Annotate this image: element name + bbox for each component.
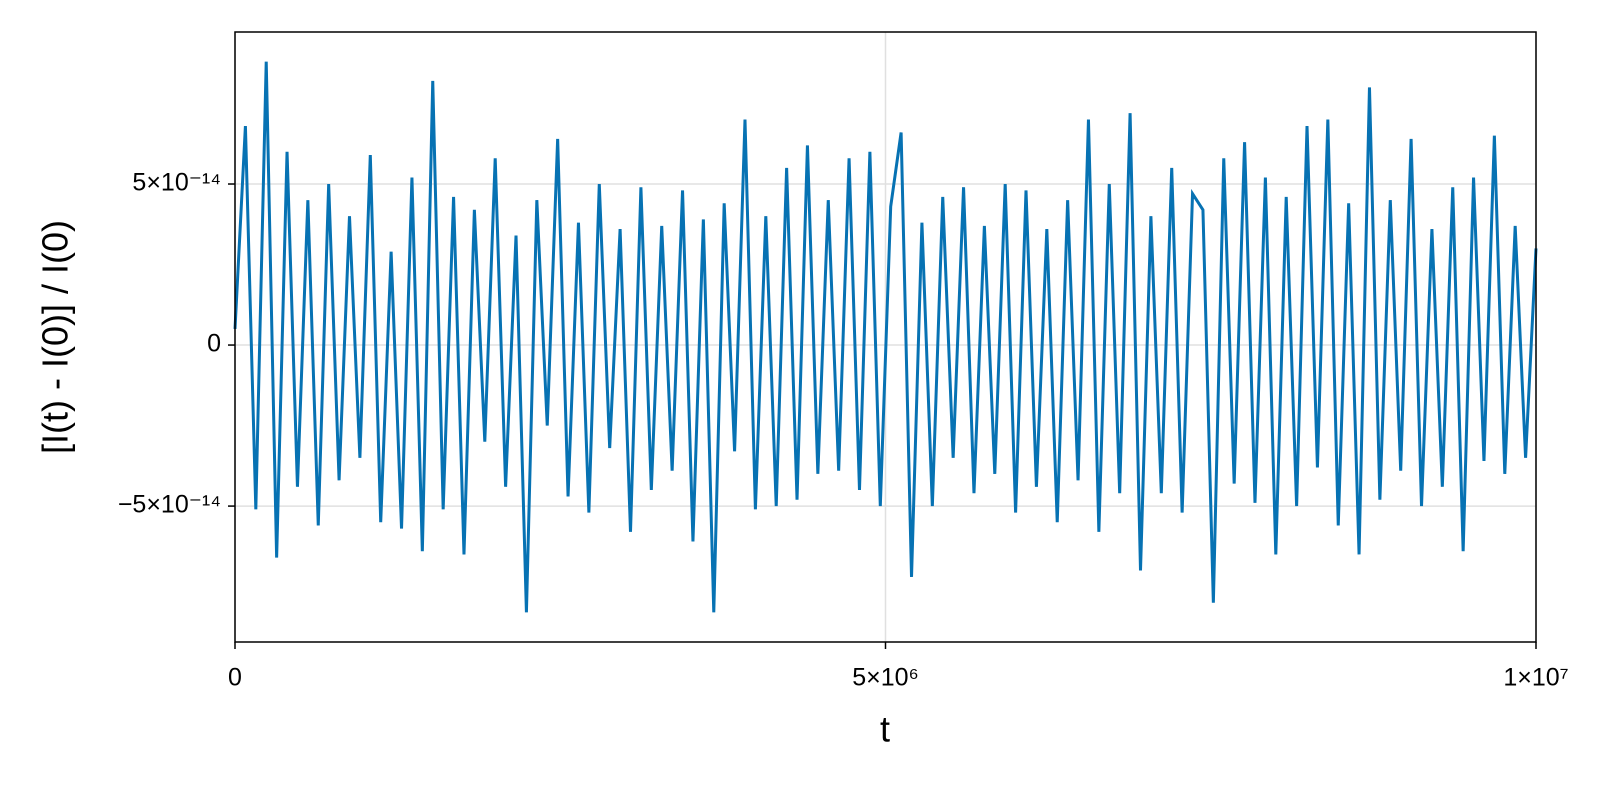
y-tick-label: 0 xyxy=(207,330,221,358)
plot-frame xyxy=(234,31,1537,643)
x-axis-label: t xyxy=(880,709,890,750)
y-tick-label: 5×10⁻¹⁴ xyxy=(132,169,221,197)
data-line xyxy=(233,61,1538,613)
y-tick-label: −5×10⁻¹⁴ xyxy=(118,491,221,519)
y-axis-label: [I(t) - I(0)] / I(0) xyxy=(35,220,76,454)
x-tick-label: 5×10⁶ xyxy=(852,664,919,692)
x-tick-label: 0 xyxy=(228,664,242,692)
x-tick-label: 1×10⁷ xyxy=(1503,664,1568,692)
